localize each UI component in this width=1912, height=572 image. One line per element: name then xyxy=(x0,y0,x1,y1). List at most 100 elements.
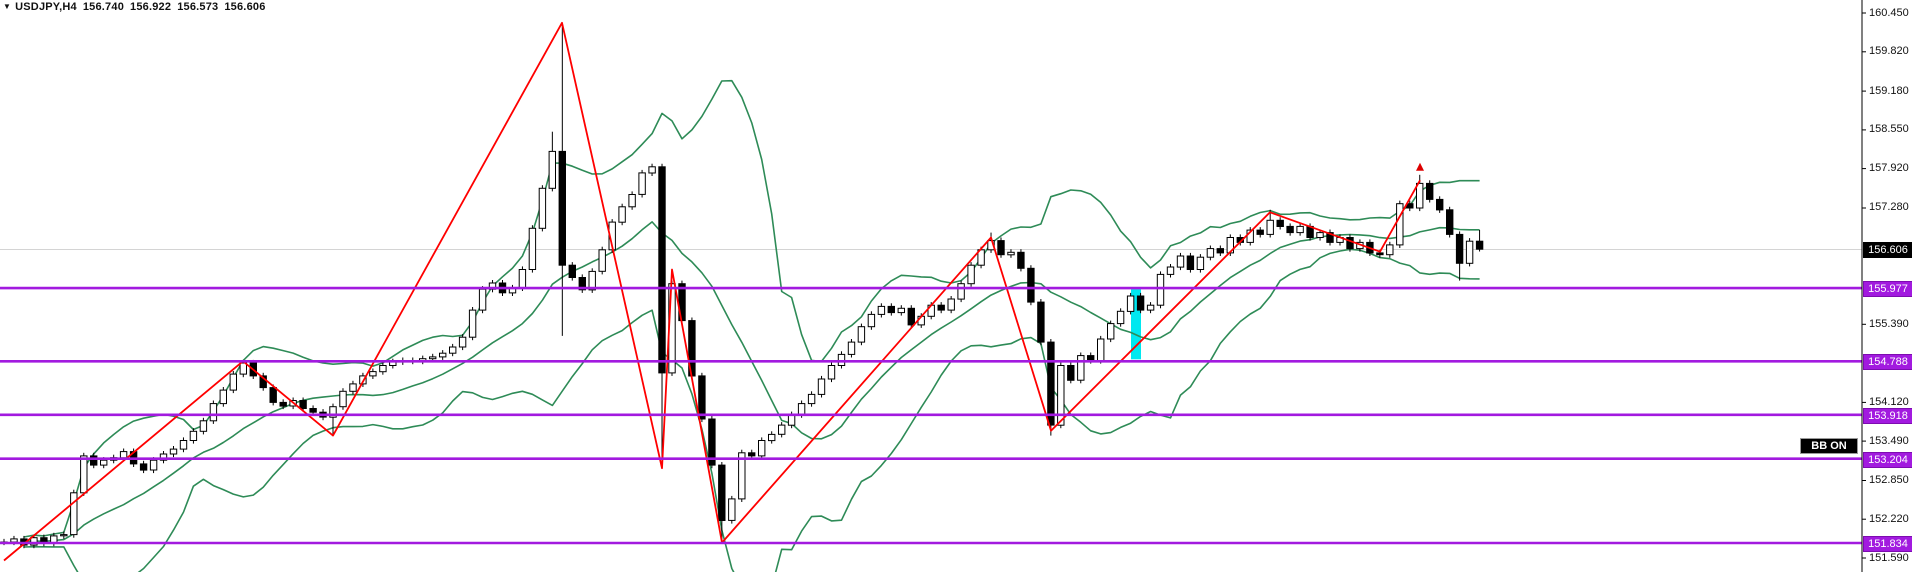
candle xyxy=(1186,255,1195,270)
axis-price-label: 158.550 xyxy=(1869,123,1909,136)
collapse-triangle-icon[interactable]: ▼ xyxy=(3,2,12,11)
candle xyxy=(60,534,68,537)
candle xyxy=(957,283,965,300)
candle xyxy=(708,418,716,466)
ohlc-close-value: 156.606 xyxy=(224,1,266,13)
candle xyxy=(209,403,218,422)
candle xyxy=(379,365,387,373)
candle xyxy=(159,453,168,461)
symbol-period-label: USDJPY,H4 xyxy=(15,1,77,13)
candle xyxy=(967,264,975,285)
candle xyxy=(90,455,98,466)
candle xyxy=(1196,256,1205,271)
candle xyxy=(618,206,626,223)
hline-price-label: 155.977 xyxy=(1863,281,1912,298)
candle xyxy=(937,304,945,311)
candle xyxy=(1386,244,1394,256)
candles-layer xyxy=(0,23,1484,549)
candle xyxy=(778,424,786,435)
axis-price-label: 151.590 xyxy=(1869,551,1909,564)
candle xyxy=(1426,182,1434,200)
candle xyxy=(199,420,208,432)
candle xyxy=(1216,248,1224,254)
candle xyxy=(1017,251,1025,269)
highlight-bar xyxy=(1131,289,1141,360)
axis-price-label: 159.820 xyxy=(1869,45,1909,58)
candle xyxy=(429,356,437,360)
candle xyxy=(897,307,905,314)
candle xyxy=(548,150,556,189)
candle xyxy=(638,172,646,195)
candle xyxy=(598,249,606,272)
candle xyxy=(1206,248,1215,258)
candle xyxy=(349,383,357,392)
axis-price-label: 153.490 xyxy=(1869,434,1909,447)
candle xyxy=(1316,232,1324,239)
candle xyxy=(1097,338,1105,361)
candle xyxy=(269,387,277,403)
candle xyxy=(578,277,586,291)
swing-high-marker-icon xyxy=(1416,162,1424,171)
candle xyxy=(1116,310,1125,325)
candle xyxy=(259,375,267,389)
candle xyxy=(658,166,666,374)
axis-price-label: 159.180 xyxy=(1869,84,1909,97)
candle xyxy=(1007,251,1015,256)
candle xyxy=(1087,355,1095,362)
candle xyxy=(1286,225,1294,234)
candle xyxy=(1037,301,1045,343)
candle xyxy=(299,400,307,409)
axis-price-label: 152.220 xyxy=(1869,512,1909,525)
candle xyxy=(1067,365,1075,381)
candle xyxy=(439,352,447,358)
candle xyxy=(758,440,766,457)
candle xyxy=(100,459,108,466)
candle xyxy=(339,390,347,408)
candle xyxy=(1276,219,1284,228)
bollinger-lower-band xyxy=(23,248,1480,572)
bollinger-middle-band xyxy=(23,221,1480,543)
candle xyxy=(169,448,178,455)
candle xyxy=(877,305,886,315)
candle xyxy=(738,452,746,500)
candle xyxy=(827,365,836,380)
candle xyxy=(907,307,915,326)
candle xyxy=(1166,266,1175,275)
candle xyxy=(219,389,228,405)
candle xyxy=(30,537,38,546)
candle xyxy=(1266,219,1274,235)
candle xyxy=(1126,295,1135,312)
candle xyxy=(1376,252,1384,256)
candle xyxy=(239,362,248,375)
candle xyxy=(1396,203,1404,246)
bb-toggle-button[interactable]: BB ON xyxy=(1800,438,1858,454)
candle xyxy=(768,433,776,442)
hline-price-label: 154.788 xyxy=(1863,354,1912,371)
candle xyxy=(718,464,726,522)
candle xyxy=(1475,240,1484,250)
zigzag-line xyxy=(3,21,1421,562)
candle xyxy=(468,309,477,338)
candle xyxy=(10,538,18,543)
candle xyxy=(807,393,816,405)
axis-price-label: 154.120 xyxy=(1869,395,1909,408)
hline-price-label: 151.834 xyxy=(1863,535,1912,552)
candle xyxy=(1077,355,1085,381)
candle xyxy=(149,459,158,471)
candle xyxy=(80,455,88,494)
candle xyxy=(748,452,756,457)
axis-price-label: 152.850 xyxy=(1869,473,1909,486)
candle xyxy=(1047,341,1055,426)
candle xyxy=(837,353,846,366)
candle xyxy=(1446,209,1454,235)
candle xyxy=(1346,237,1354,250)
candle xyxy=(1136,295,1145,311)
candle xyxy=(997,240,1005,256)
candle xyxy=(1256,229,1264,235)
candle xyxy=(229,373,238,391)
ohlc-open-value: 156.740 xyxy=(82,1,125,13)
axis-price-label: 160.450 xyxy=(1869,6,1909,19)
candle xyxy=(628,194,636,208)
